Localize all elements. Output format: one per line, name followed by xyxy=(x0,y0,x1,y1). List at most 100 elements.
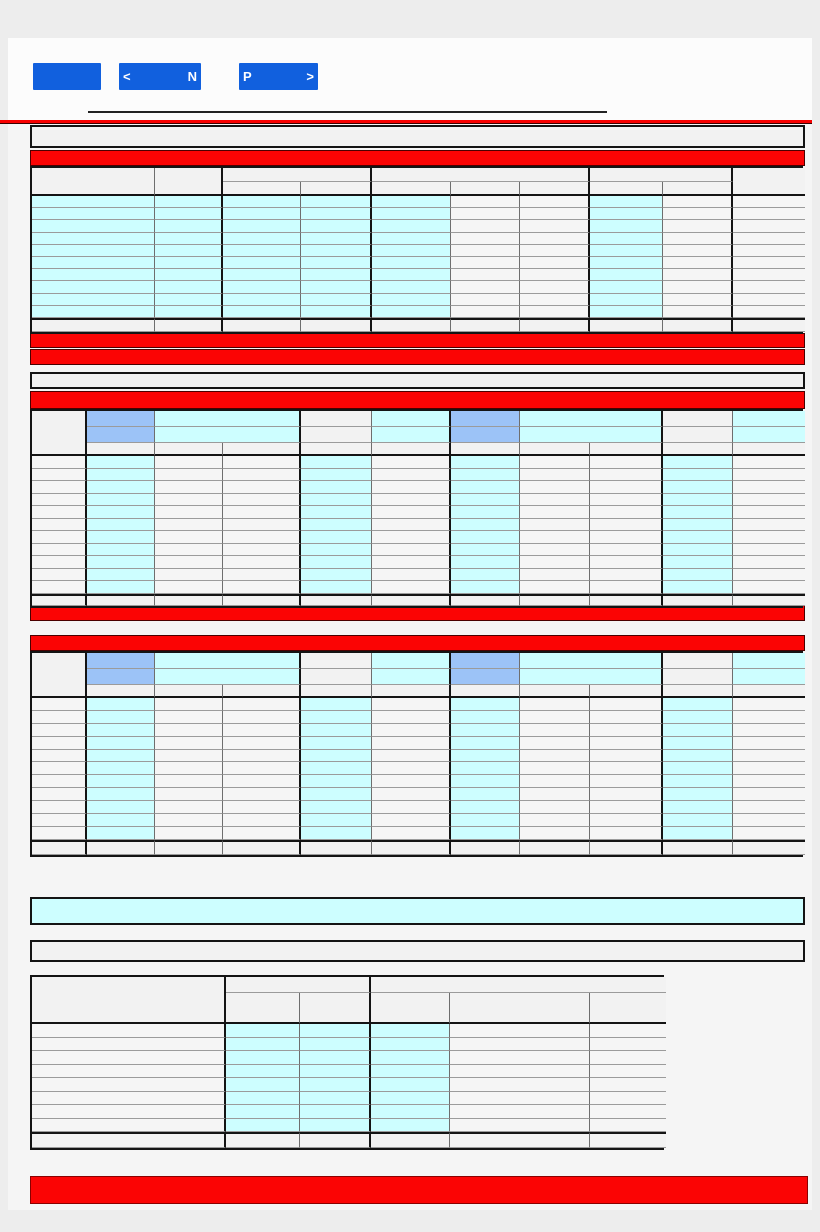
grid-cell[interactable] xyxy=(520,232,590,245)
grid-cell[interactable] xyxy=(32,1024,226,1038)
grid-cell[interactable] xyxy=(155,269,223,282)
grid-cell[interactable] xyxy=(663,531,733,544)
grid-cell[interactable] xyxy=(590,685,663,698)
grid-cell[interactable] xyxy=(372,281,451,294)
grid-cell[interactable] xyxy=(301,736,372,750)
grid-cell[interactable] xyxy=(32,775,87,789)
grid-cell[interactable] xyxy=(520,281,590,294)
grid-cell[interactable] xyxy=(32,456,87,469)
grid-cell[interactable] xyxy=(155,826,223,840)
grid-cell[interactable] xyxy=(155,814,223,827)
grid-cell[interactable] xyxy=(223,493,301,506)
grid-cell[interactable] xyxy=(301,518,372,531)
grid-cell[interactable] xyxy=(590,1037,666,1051)
grid-cell[interactable] xyxy=(32,1105,226,1119)
grid-cell[interactable] xyxy=(590,556,663,569)
grid-cell[interactable] xyxy=(590,481,663,494)
grid-cell[interactable] xyxy=(300,1105,371,1119)
grid-cell[interactable] xyxy=(32,568,87,581)
grid-cell[interactable] xyxy=(450,1078,590,1092)
grid-cell[interactable] xyxy=(372,669,451,685)
grid-cell[interactable] xyxy=(155,568,223,581)
grid-cell[interactable] xyxy=(520,698,590,711)
grid-cell[interactable] xyxy=(733,411,805,427)
grid-cell[interactable] xyxy=(663,593,733,606)
grid-cell[interactable] xyxy=(520,411,663,427)
grid-cell[interactable] xyxy=(663,801,733,815)
grid-cell[interactable] xyxy=(520,456,590,469)
grid-cell[interactable] xyxy=(733,506,805,519)
grid-cell[interactable] xyxy=(663,269,733,282)
grid-cell[interactable] xyxy=(155,801,223,815)
grid-cell[interactable] xyxy=(87,556,155,569)
grid-cell[interactable] xyxy=(226,1091,300,1105)
grid-cell[interactable] xyxy=(87,481,155,494)
grid-cell[interactable] xyxy=(226,977,371,993)
grid-cell[interactable] xyxy=(733,762,805,776)
grid-cell[interactable] xyxy=(155,481,223,494)
nav-button-3[interactable]: P > xyxy=(239,63,318,90)
grid-cell[interactable] xyxy=(590,220,663,233)
grid-cell[interactable] xyxy=(733,456,805,469)
grid-cell[interactable] xyxy=(520,653,663,669)
grid-cell[interactable] xyxy=(520,317,590,332)
grid-cell[interactable] xyxy=(663,244,733,257)
grid-cell[interactable] xyxy=(301,710,372,724)
grid-cell[interactable] xyxy=(301,669,372,685)
grid-cell[interactable] xyxy=(733,839,805,855)
grid-cell[interactable] xyxy=(223,839,301,855)
grid-cell[interactable] xyxy=(733,468,805,481)
grid-cell[interactable] xyxy=(450,1091,590,1105)
grid-cell[interactable] xyxy=(32,581,87,594)
grid-cell[interactable] xyxy=(301,208,372,221)
grid-cell[interactable] xyxy=(223,814,301,827)
grid-cell[interactable] xyxy=(733,749,805,763)
grid-cell[interactable] xyxy=(663,411,733,427)
grid-cell[interactable] xyxy=(733,244,805,257)
grid-cell[interactable] xyxy=(155,531,223,544)
grid-cell[interactable] xyxy=(451,427,520,443)
grid-cell[interactable] xyxy=(372,749,451,763)
grid-cell[interactable] xyxy=(733,232,805,245)
grid-cell[interactable] xyxy=(226,1078,300,1092)
grid-cell[interactable] xyxy=(87,411,155,427)
grid-cell[interactable] xyxy=(590,182,663,196)
grid-cell[interactable] xyxy=(451,182,520,196)
grid-cell[interactable] xyxy=(32,839,87,855)
grid-cell[interactable] xyxy=(301,244,372,257)
grid-cell[interactable] xyxy=(32,305,155,318)
grid-cell[interactable] xyxy=(226,1132,300,1148)
grid-cell[interactable] xyxy=(32,1132,226,1148)
grid-cell[interactable] xyxy=(733,220,805,233)
grid-cell[interactable] xyxy=(155,723,223,737)
grid-cell[interactable] xyxy=(590,749,663,763)
grid-cell[interactable] xyxy=(590,814,663,827)
grid-cell[interactable] xyxy=(663,736,733,750)
grid-cell[interactable] xyxy=(451,839,520,855)
grid-cell[interactable] xyxy=(590,839,663,855)
grid-cell[interactable] xyxy=(223,788,301,802)
grid-cell[interactable] xyxy=(451,698,520,711)
grid-cell[interactable] xyxy=(155,468,223,481)
grid-cell[interactable] xyxy=(32,653,87,698)
grid-cell[interactable] xyxy=(223,456,301,469)
grid-cell[interactable] xyxy=(223,305,301,318)
grid-cell[interactable] xyxy=(451,531,520,544)
grid-cell[interactable] xyxy=(223,232,301,245)
grid-cell[interactable] xyxy=(87,593,155,606)
grid-cell[interactable] xyxy=(226,1105,300,1119)
grid-cell[interactable] xyxy=(590,775,663,789)
grid-cell[interactable] xyxy=(451,317,520,332)
grid-cell[interactable] xyxy=(520,427,663,443)
grid-cell[interactable] xyxy=(301,762,372,776)
grid-cell[interactable] xyxy=(590,543,663,556)
grid-cell[interactable] xyxy=(223,568,301,581)
grid-cell[interactable] xyxy=(371,1024,450,1038)
grid-cell[interactable] xyxy=(372,839,451,855)
grid-cell[interactable] xyxy=(301,305,372,318)
grid-cell[interactable] xyxy=(32,723,87,737)
grid-cell[interactable] xyxy=(590,256,663,270)
grid-cell[interactable] xyxy=(223,317,301,332)
grid-cell[interactable] xyxy=(450,1037,590,1051)
grid-cell[interactable] xyxy=(155,411,301,427)
